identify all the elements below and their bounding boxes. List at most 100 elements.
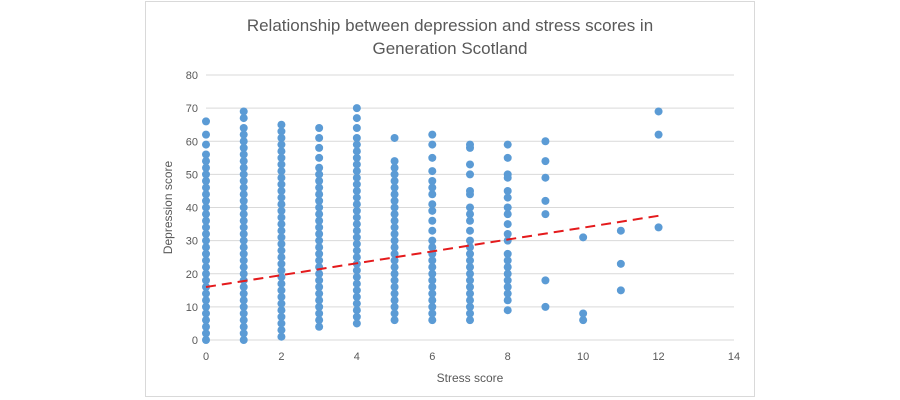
data-point — [428, 190, 437, 199]
data-point — [352, 220, 361, 229]
data-point — [390, 302, 399, 311]
data-point — [315, 223, 324, 232]
data-point — [503, 210, 512, 219]
data-point — [466, 263, 474, 272]
data-point — [466, 256, 474, 265]
data-point — [541, 173, 550, 182]
data-point — [503, 249, 512, 258]
data-point — [352, 266, 361, 275]
data-point — [466, 316, 474, 325]
data-point — [315, 249, 324, 258]
x-tick-label: 8 — [505, 351, 511, 363]
data-point — [239, 302, 248, 311]
data-point — [466, 269, 474, 278]
data-point — [503, 203, 512, 212]
data-point — [503, 170, 512, 179]
data-point — [277, 253, 286, 262]
x-tick-label: 2 — [278, 351, 284, 363]
data-point — [503, 306, 512, 315]
data-point — [352, 246, 361, 255]
data-point — [541, 210, 550, 219]
data-point — [352, 173, 361, 182]
data-point — [503, 140, 512, 149]
data-point — [202, 269, 210, 278]
data-point — [202, 296, 210, 305]
data-point — [202, 322, 210, 331]
data-point — [277, 259, 286, 268]
data-point — [503, 220, 512, 229]
data-point — [239, 130, 248, 139]
data-point — [428, 243, 437, 252]
data-point — [202, 263, 210, 272]
data-point — [315, 203, 324, 212]
data-point — [541, 137, 550, 146]
data-point — [428, 309, 437, 318]
y-tick-label: 40 — [186, 203, 198, 215]
data-point — [466, 170, 474, 179]
data-point — [277, 332, 286, 341]
data-point — [277, 173, 286, 182]
data-point — [541, 276, 550, 285]
data-point — [503, 193, 512, 202]
data-point — [277, 319, 286, 328]
data-point — [315, 276, 324, 285]
data-point — [239, 263, 248, 272]
data-point — [428, 177, 437, 185]
data-point — [352, 233, 361, 242]
data-point — [428, 153, 437, 162]
data-point — [239, 177, 248, 185]
data-point — [202, 249, 210, 258]
data-point — [202, 190, 210, 199]
data-point — [390, 133, 399, 142]
data-point — [277, 286, 286, 295]
data-point — [541, 302, 550, 311]
data-point — [466, 216, 474, 225]
data-point — [202, 203, 210, 212]
data-point — [390, 223, 399, 232]
data-point — [239, 137, 248, 146]
data-point — [315, 196, 324, 205]
data-point — [315, 243, 324, 252]
data-point — [239, 163, 248, 172]
data-point — [239, 243, 248, 252]
data-point — [239, 203, 248, 212]
data-point — [466, 289, 474, 298]
data-point — [466, 186, 474, 195]
data-point — [352, 193, 361, 202]
data-point — [277, 233, 286, 242]
data-point — [428, 302, 437, 311]
chart-area: Relationship between depression and stre… — [145, 1, 755, 397]
data-point — [239, 183, 248, 192]
data-point — [239, 329, 248, 338]
data-point — [202, 230, 210, 238]
data-point — [315, 183, 324, 192]
data-point — [239, 256, 248, 265]
data-point — [390, 183, 399, 192]
data-point — [654, 223, 663, 232]
data-point — [239, 107, 248, 116]
data-point — [239, 196, 248, 205]
y-tick-label: 70 — [186, 103, 198, 115]
data-point — [352, 279, 361, 288]
data-point — [277, 292, 286, 301]
data-point — [503, 289, 512, 298]
data-point — [390, 210, 399, 219]
data-point — [315, 283, 324, 291]
data-point — [428, 216, 437, 225]
data-point — [503, 296, 512, 305]
data-point — [352, 253, 361, 262]
data-point — [277, 279, 286, 288]
data-point — [202, 309, 210, 318]
data-point — [315, 216, 324, 225]
data-point — [315, 133, 324, 142]
y-tick-label: 20 — [186, 269, 198, 281]
data-point — [315, 230, 324, 238]
data-point — [202, 329, 210, 338]
data-point — [202, 157, 210, 166]
data-point — [277, 193, 286, 202]
data-point — [239, 296, 248, 305]
data-point — [428, 200, 437, 209]
data-point — [352, 147, 361, 156]
data-point — [428, 140, 437, 149]
data-point — [390, 203, 399, 212]
